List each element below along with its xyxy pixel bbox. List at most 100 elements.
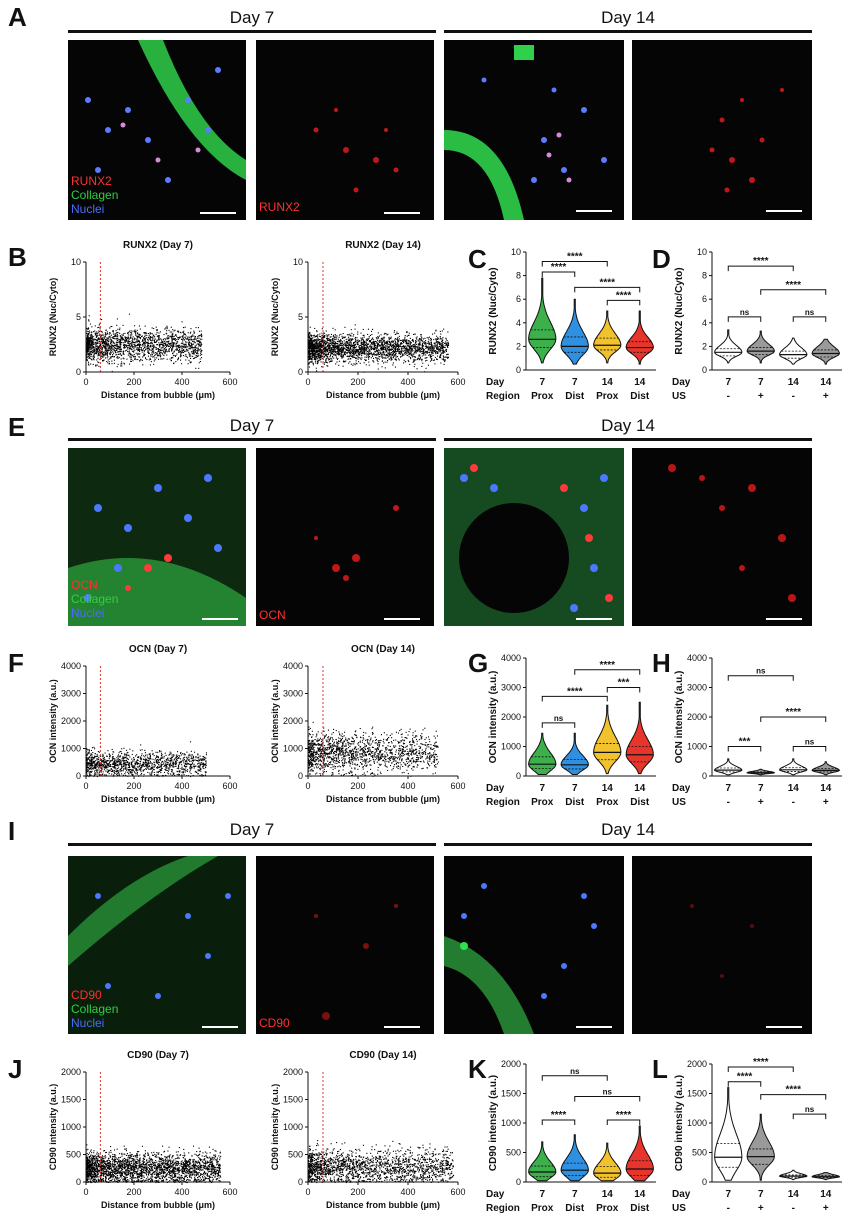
scatter-point: [312, 354, 314, 356]
scatter-point: [361, 349, 363, 351]
scatter-point: [323, 347, 325, 349]
scatter-point: [350, 329, 352, 331]
significance-label: ns: [805, 308, 815, 317]
scatter-point: [377, 357, 379, 359]
scale-bar: [766, 210, 802, 212]
scatter-point: [104, 352, 106, 354]
scatter-point: [417, 346, 419, 348]
scatter-point: [124, 345, 126, 347]
scatter-point: [121, 365, 123, 367]
scatter-point: [332, 346, 334, 348]
scatter-point: [356, 355, 358, 357]
scatter-point: [395, 344, 397, 346]
scatter-point: [164, 342, 166, 344]
scatter-point: [315, 367, 317, 369]
scatter-point: [370, 347, 372, 349]
scatter-point: [337, 338, 339, 340]
scatter-point: [441, 345, 443, 347]
scatter-point: [180, 345, 182, 347]
scatter-point: [345, 342, 347, 344]
scatter-point: [169, 335, 171, 337]
scatter-point: [319, 352, 321, 354]
scatter-point: [161, 755, 163, 757]
scatter-point: [104, 343, 106, 345]
scatter-point: [315, 347, 317, 349]
scatter-point: [179, 337, 181, 339]
scatter-point: [405, 353, 407, 355]
scatter-point: [86, 352, 88, 354]
scatter-point: [114, 762, 116, 764]
scatter-point: [122, 352, 124, 354]
scatter-point: [120, 348, 122, 350]
scatter-point: [320, 338, 322, 340]
scatter-point: [406, 349, 408, 351]
scatter-point: [123, 358, 125, 360]
scatter-point: [309, 346, 311, 348]
scatter-point: [108, 361, 110, 363]
scatter-point: [422, 353, 424, 355]
scatter-point: [118, 339, 120, 341]
scatter-point: [391, 359, 393, 361]
scatter-point: [189, 336, 191, 338]
scatter-point: [86, 332, 88, 334]
scatter-point: [442, 349, 444, 351]
scatter-point: [400, 348, 402, 350]
scatter-point: [436, 348, 438, 350]
scatter-point: [358, 341, 360, 343]
scatter-point: [330, 357, 332, 359]
scatter-point: [137, 766, 139, 768]
x-tick-label: 600: [222, 377, 237, 387]
scatter-point: [153, 352, 155, 354]
scatter-point: [153, 755, 155, 757]
scatter-point: [349, 355, 351, 357]
scatter-point: [430, 339, 432, 341]
scatter-point: [196, 351, 198, 353]
x-axis-label: Distance from bubble (μm): [326, 390, 440, 400]
scatter-point: [198, 345, 200, 347]
scatter-point: [360, 351, 362, 353]
scatter-point: [426, 350, 428, 352]
scatter-point: [390, 352, 392, 354]
scatter-point: [348, 341, 350, 343]
scatter-point: [100, 351, 102, 353]
scatter-point: [374, 345, 376, 347]
scatter-point: [377, 368, 379, 370]
scatter-point: [91, 326, 93, 328]
scatter-point: [101, 355, 103, 357]
scatter-point: [89, 352, 91, 354]
scatter-point: [342, 349, 344, 351]
scatter-point: [179, 331, 181, 333]
scatter-point: [99, 333, 101, 335]
scatter-point: [91, 344, 93, 346]
scatter-point: [437, 338, 439, 340]
scatter-point: [151, 768, 153, 770]
scatter-point: [117, 332, 119, 334]
scatter-point: [156, 354, 158, 356]
scatter-point: [108, 346, 110, 348]
scatter-point: [352, 350, 354, 352]
scatter-point: [399, 340, 401, 342]
scatter-point: [156, 774, 158, 776]
scatter-point: [158, 349, 160, 351]
scatter-point: [415, 340, 417, 342]
scatter-point: [389, 342, 391, 344]
scatter-point: [113, 763, 115, 765]
scatter-point: [315, 336, 317, 338]
scatter-point: [331, 360, 333, 362]
scatter-point: [421, 352, 423, 354]
scatter-point: [375, 357, 377, 359]
scatter-point: [92, 363, 94, 365]
scatter-point: [324, 346, 326, 348]
scatter-point: [112, 346, 114, 348]
scatter-point: [347, 346, 349, 348]
scatter-point: [335, 355, 337, 357]
scatter-point: [324, 335, 326, 337]
scatter-point: [95, 339, 97, 341]
scatter-point: [130, 356, 132, 358]
scatter-point: [187, 337, 189, 339]
scatter-point: [193, 335, 195, 337]
scatter-point: [312, 364, 314, 366]
scatter-point: [164, 344, 166, 346]
scatter-point: [87, 348, 89, 350]
